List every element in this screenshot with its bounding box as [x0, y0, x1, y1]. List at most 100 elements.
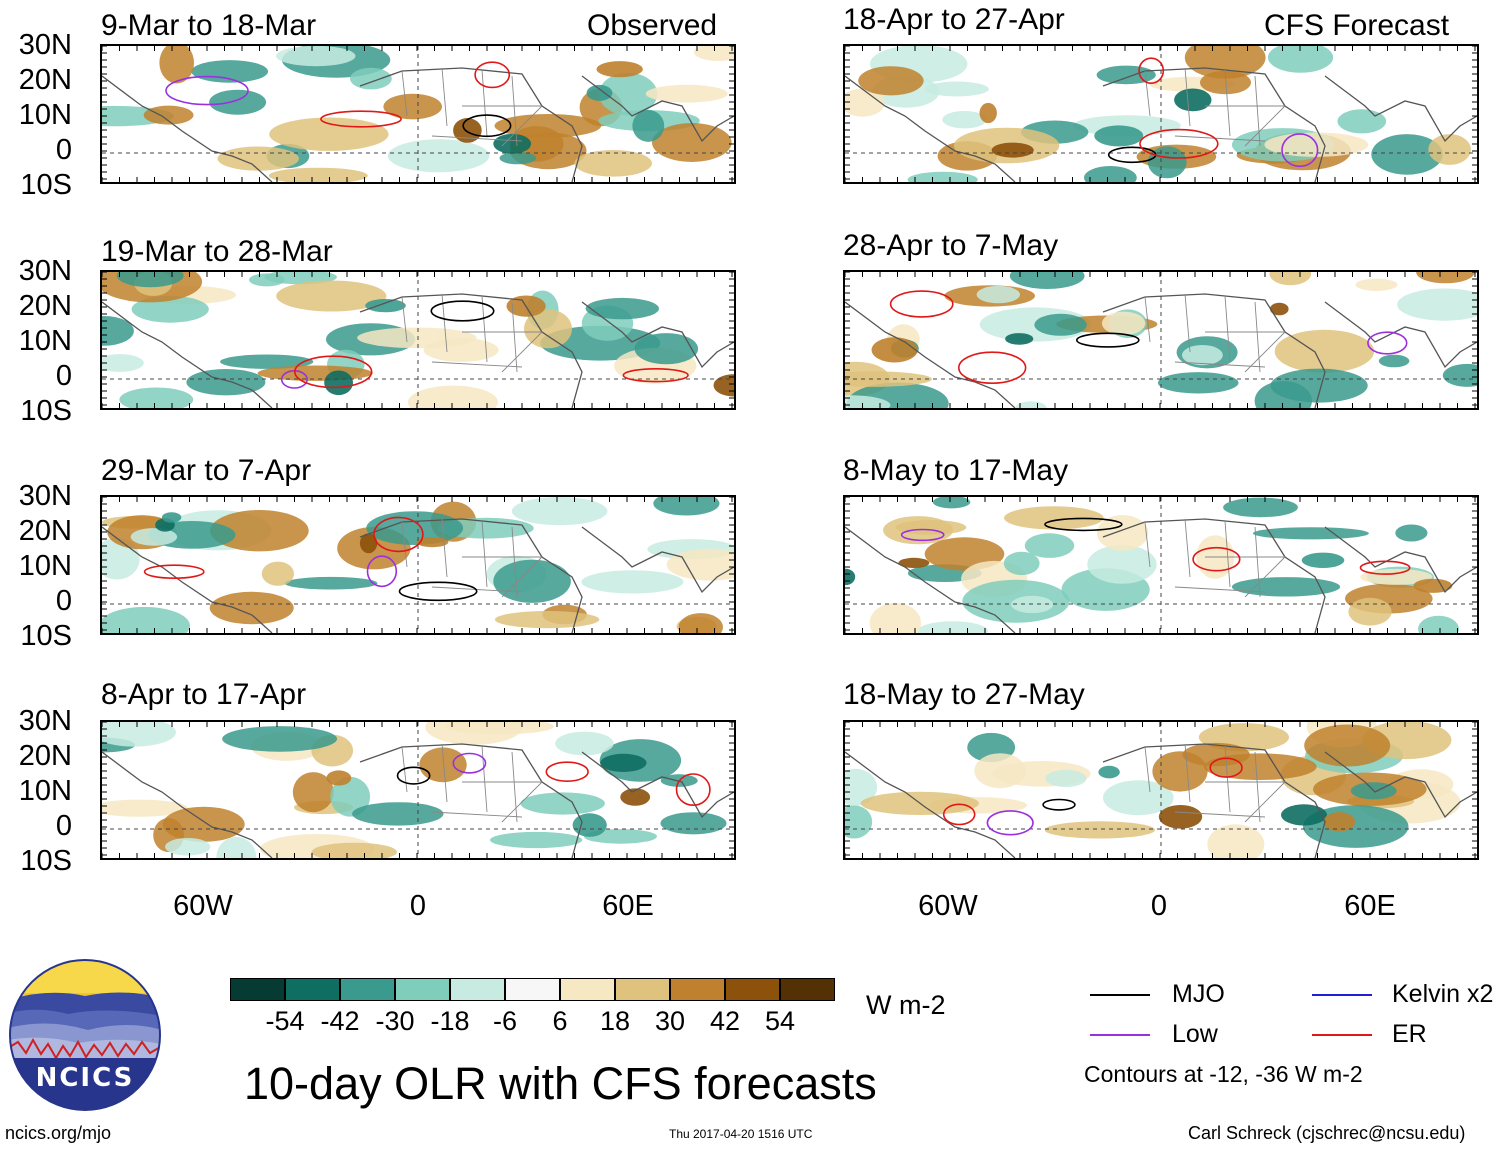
olr-anomaly-blob: [493, 559, 571, 603]
olr-anomaly-blob: [678, 613, 723, 633]
lat-30n: 30N: [18, 705, 72, 737]
olr-anomaly-blob: [366, 511, 464, 545]
filter-contour: [545, 761, 589, 783]
olr-anomaly-blob: [634, 333, 699, 365]
footer-credit: Carl Schreck (cjschrec@ncsu.edu): [1188, 1123, 1466, 1143]
lon-60e-left: 60E: [602, 890, 654, 922]
filter-contour: [320, 110, 402, 128]
map-panel-right-3: [843, 495, 1479, 635]
olr-anomaly-blob: [1252, 527, 1369, 540]
filter-contour: [957, 351, 1027, 384]
olr-anomaly-blob: [143, 105, 194, 125]
lat-30n: 30N: [18, 255, 72, 287]
olr-anomaly-blob: [1397, 288, 1477, 321]
olr-anomaly-blob: [1418, 615, 1459, 633]
olr-anomaly-blob: [1004, 506, 1104, 530]
olr-anomaly-blob: [261, 561, 294, 586]
olr-anomaly-blob: [845, 88, 885, 117]
olr-anomaly-blob: [632, 109, 665, 142]
olr-anomaly-blob: [437, 517, 534, 539]
olr-anomaly-blob: [1442, 363, 1477, 387]
filter-contour: [366, 555, 398, 588]
olr-anomaly-blob: [284, 576, 378, 590]
map-panel-left-3: [100, 495, 736, 635]
olr-anomaly-blob: [907, 171, 978, 182]
colorbar-unit: W m-2: [866, 990, 946, 1020]
filter-contour: [1042, 798, 1076, 811]
olr-anomaly-blob: [276, 280, 387, 312]
lon-60w-right: 60W: [918, 890, 978, 922]
olr-anomaly-blob: [845, 768, 878, 806]
filter-contour: [373, 516, 424, 553]
lat-10n: 10N: [18, 550, 72, 582]
coastline: [102, 518, 734, 633]
olr-anomaly-blob: [1034, 313, 1087, 336]
colorbar-swatch: [230, 978, 285, 1001]
colorbar-swatch: [615, 978, 670, 1001]
filter-contour: [1359, 560, 1411, 575]
olr-anomaly-blob: [581, 570, 684, 594]
olr-anomaly-core: [600, 753, 647, 772]
olr-anomaly-blob: [653, 497, 720, 516]
filter-contour: [293, 355, 373, 389]
olr-anomaly-blob: [1015, 401, 1047, 408]
lat-20n: 20N: [18, 290, 72, 322]
olr-anomaly-blob: [499, 151, 537, 165]
olr-anomaly-blob: [102, 722, 176, 747]
olr-anomaly-blob: [165, 838, 211, 856]
olr-anomaly-blob: [102, 799, 188, 817]
observed-label: Observed: [587, 9, 718, 42]
olr-anomaly-blob: [520, 792, 605, 815]
olr-anomaly-blob: [210, 510, 309, 552]
olr-anomaly-core: [572, 813, 607, 837]
map-panel-right-4: [843, 720, 1479, 860]
panel-title-left-1: 9-Mar to 18-Mar: [101, 9, 317, 42]
olr-anomaly-core: [713, 374, 734, 397]
lat-10n: 10N: [18, 775, 72, 807]
olr-anomaly-blob: [1182, 345, 1223, 366]
olr-anomaly-blob: [102, 354, 144, 372]
filter-contour: [1367, 331, 1408, 355]
filter-contour: [1209, 757, 1243, 778]
lon-60w-left: 60W: [173, 890, 233, 922]
country-borders: [1144, 67, 1286, 147]
lat-30n: 30N: [18, 29, 72, 61]
filter-contour: [462, 114, 512, 138]
legend-label-mjo: MJO: [1172, 980, 1225, 1008]
country-borders: [401, 67, 543, 147]
olr-anomaly-blob: [976, 285, 1020, 304]
olr-anomaly-blob: [693, 46, 734, 61]
olr-anomaly-blob: [1270, 368, 1368, 403]
colorbar-swatch: [725, 978, 780, 1001]
colorbar-label: 42: [709, 1006, 741, 1036]
lat-10s: 10S: [20, 169, 72, 201]
colorbar-label: 54: [764, 1006, 796, 1036]
map-panel-right-1: [843, 44, 1479, 184]
olr-anomaly-blob: [585, 297, 659, 320]
olr-anomaly-core: [1281, 804, 1327, 826]
olr-anomaly-core: [1301, 552, 1345, 568]
filter-contour: [1281, 133, 1319, 168]
olr-anomaly-blob: [162, 806, 245, 842]
olr-anomaly-blob: [220, 354, 314, 369]
footer-timestamp: Thu 2017-04-20 1516 UTC: [669, 1127, 813, 1141]
olr-anomaly-blob: [555, 731, 614, 756]
olr-anomaly-core: [871, 337, 918, 363]
olr-anomaly-blob: [1096, 515, 1149, 551]
map-panel-right-2: [843, 270, 1479, 410]
panel-title-right-2: 28-Apr to 7-May: [843, 229, 1059, 262]
olr-anomaly-blob: [598, 72, 658, 116]
olr-anomaly-blob: [1101, 311, 1146, 336]
olr-anomaly-blob: [1223, 497, 1298, 518]
footer-url[interactable]: ncics.org/mjo: [5, 1123, 112, 1143]
colorbar-label: -30: [375, 1006, 415, 1036]
filter-contour: [900, 528, 945, 542]
olr-anomaly-blob: [1355, 278, 1398, 291]
legend-note: Contours at -12, -36 W m-2: [1084, 1061, 1363, 1087]
olr-anomaly-blob: [1267, 46, 1334, 73]
filter-contour: [1139, 128, 1219, 159]
olr-anomaly-blob: [102, 606, 190, 633]
legend-line-low: [1090, 1034, 1150, 1036]
filter-contour: [452, 752, 487, 774]
lat-0: 0: [55, 585, 72, 617]
